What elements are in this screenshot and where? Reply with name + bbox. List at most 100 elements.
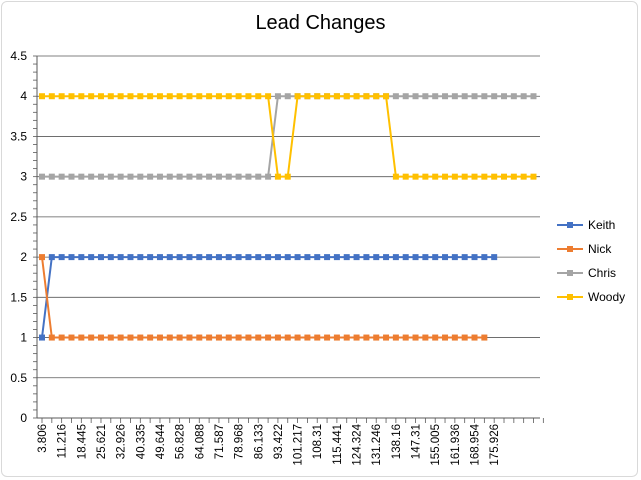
data-point-nick xyxy=(58,334,65,341)
data-point-chris xyxy=(48,173,55,180)
data-point-woody xyxy=(166,93,173,100)
data-point-nick xyxy=(461,334,468,341)
data-point-woody xyxy=(451,173,458,180)
y-tick-label: 4 xyxy=(20,89,27,103)
data-point-chris xyxy=(442,93,449,100)
data-point-chris xyxy=(491,93,498,100)
data-point-keith xyxy=(274,254,281,261)
x-tick-label: 101.217 xyxy=(293,424,305,466)
data-point-woody xyxy=(432,173,439,180)
data-point-nick xyxy=(314,334,321,341)
data-point-chris xyxy=(245,173,252,180)
data-point-nick xyxy=(353,334,360,341)
data-point-woody xyxy=(176,93,183,100)
data-point-keith xyxy=(196,254,203,261)
data-point-nick xyxy=(294,334,301,341)
data-point-woody xyxy=(186,93,193,100)
data-point-chris xyxy=(471,93,478,100)
data-point-woody xyxy=(392,173,399,180)
data-point-nick xyxy=(412,334,419,341)
data-point-woody xyxy=(343,93,350,100)
data-point-woody xyxy=(363,93,370,100)
series-line-nick xyxy=(41,256,485,339)
data-point-keith xyxy=(343,254,350,261)
data-point-woody xyxy=(442,173,449,180)
data-point-keith xyxy=(363,254,370,261)
data-point-keith xyxy=(39,334,45,341)
legend-label-woody: Woody xyxy=(588,290,625,304)
data-point-nick xyxy=(471,334,478,341)
x-tick-label: 78.968 xyxy=(234,424,246,459)
data-point-chris xyxy=(501,93,508,100)
data-point-keith xyxy=(206,254,213,261)
data-point-keith xyxy=(422,254,429,261)
x-tick-label: 3.806 xyxy=(37,424,49,453)
x-tick-label: 147.31 xyxy=(411,424,423,459)
data-point-woody xyxy=(510,173,517,180)
data-point-chris xyxy=(58,173,65,180)
y-tick-label: 1 xyxy=(20,331,27,345)
data-point-woody xyxy=(39,93,45,100)
data-point-woody xyxy=(481,173,488,180)
data-point-woody xyxy=(97,93,104,100)
data-point-nick xyxy=(383,334,390,341)
data-point-chris xyxy=(88,173,95,180)
data-point-nick xyxy=(196,334,203,341)
x-tick-label: 138.16 xyxy=(391,424,403,459)
data-point-chris xyxy=(392,93,399,100)
data-point-woody xyxy=(137,93,144,100)
data-point-woody xyxy=(206,93,213,100)
data-point-keith xyxy=(491,254,498,261)
data-point-keith xyxy=(117,254,124,261)
y-tick-label: 1.5 xyxy=(10,290,27,304)
data-point-woody xyxy=(353,93,360,100)
data-point-woody xyxy=(284,173,291,180)
data-point-woody xyxy=(412,173,419,180)
data-point-keith xyxy=(215,254,222,261)
data-point-nick xyxy=(107,334,114,341)
data-point-keith xyxy=(97,254,104,261)
data-point-nick xyxy=(274,334,281,341)
data-point-woody xyxy=(196,93,203,100)
data-point-nick xyxy=(78,334,85,341)
data-point-nick xyxy=(176,334,183,341)
data-point-woody xyxy=(245,93,252,100)
y-tick-label: 0.5 xyxy=(10,371,27,385)
data-point-nick xyxy=(432,334,439,341)
data-point-chris xyxy=(402,93,409,100)
y-tick-label: 3 xyxy=(20,170,27,184)
data-point-keith xyxy=(68,254,75,261)
data-point-keith xyxy=(88,254,95,261)
data-point-nick xyxy=(265,334,272,341)
legend-marker-chris xyxy=(567,270,573,276)
data-point-woody xyxy=(225,93,232,100)
data-point-woody xyxy=(520,173,527,180)
legend-marker-nick xyxy=(567,246,573,252)
data-point-woody xyxy=(48,93,55,100)
data-point-chris xyxy=(432,93,439,100)
data-point-chris xyxy=(461,93,468,100)
x-tick-label: 93.422 xyxy=(273,424,285,459)
data-point-nick xyxy=(304,334,311,341)
data-point-keith xyxy=(353,254,360,261)
data-point-chris xyxy=(156,173,163,180)
x-tick-label: 18.445 xyxy=(76,424,88,459)
data-point-woody xyxy=(265,93,272,100)
data-point-nick xyxy=(392,334,399,341)
data-point-keith xyxy=(107,254,114,261)
data-point-chris xyxy=(510,93,517,100)
data-point-nick xyxy=(324,334,331,341)
data-point-woody xyxy=(422,173,429,180)
data-point-keith xyxy=(333,254,340,261)
data-point-nick xyxy=(451,334,458,341)
data-point-keith xyxy=(137,254,144,261)
data-point-keith xyxy=(442,254,449,261)
data-point-nick xyxy=(127,334,134,341)
data-point-keith xyxy=(235,254,242,261)
data-point-chris xyxy=(412,93,419,100)
legend-label-keith: Keith xyxy=(588,218,615,232)
data-point-keith xyxy=(314,254,321,261)
x-tick-label: 86.133 xyxy=(253,424,265,459)
